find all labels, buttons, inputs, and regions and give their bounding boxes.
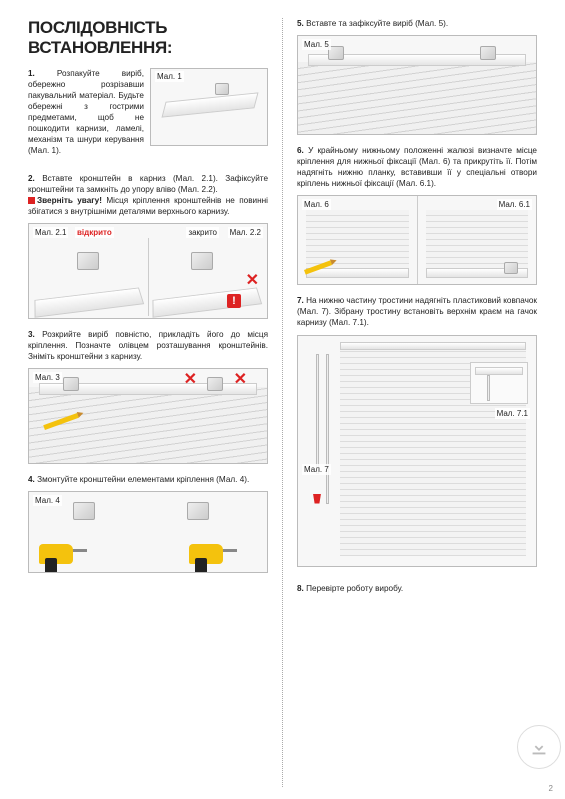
step-7-text: 7. На нижню частину тростини надягніть п… [297,295,537,328]
wand-assembled [326,354,329,504]
download-badge-icon [517,725,561,769]
rail-graphic [161,92,258,117]
rail-right [152,287,262,317]
figure-1: Мал. 1 [150,68,268,146]
rail-left [34,287,144,317]
bracket-4l [73,502,95,520]
bracket-r [207,377,223,391]
bottom-rail-6 [306,268,409,278]
figure-2-1-label: Мал. 2.1 [33,227,68,238]
x-mark-2: ✕ [234,369,247,389]
blinds-5 [298,62,536,134]
page-number: 2 [549,784,553,793]
figure-2-2-label: Мал. 2.2 [228,227,263,238]
bracket-5r [480,46,496,60]
blinds-6 [306,210,409,268]
drill-right [189,528,239,564]
bracket-graphic [215,83,229,95]
figure-2: Мал. 2.1 відкрито закрито Мал. 2.2 ! ✕ [28,223,268,319]
bracket-l [63,377,79,391]
step-6-text: 6. У крайньому нижньому положенні жалюзі… [297,145,537,189]
warning-icon [28,197,35,204]
bottom-clip [504,262,518,274]
figure-6: Мал. 6 Мал. 6.1 [297,195,537,285]
figure-3: Мал. 3 ✕ ✕ [28,368,268,464]
figure-4-label: Мал. 4 [33,495,62,506]
page-title: ПОСЛІДОВНІСТЬ ВСТАНОВЛЕННЯ: [28,18,268,58]
inset-7-1 [470,362,528,404]
figure-5-label: Мал. 5 [302,39,331,50]
rail-7 [340,342,526,350]
bracket-open [77,252,99,270]
wand-graphic [316,354,319,474]
exclamation-icon: ! [227,294,241,308]
figure-6-label: Мал. 6 [302,199,331,210]
right-column: 5. Вставте та зафіксуйте виріб (Мал. 5).… [283,18,537,787]
figure-7-label: Мал. 7 [302,464,331,475]
blinds-61 [426,210,529,268]
figure-3-label: Мал. 3 [33,372,62,383]
left-column: ПОСЛІДОВНІСТЬ ВСТАНОВЛЕННЯ: 1. Розпакуйт… [28,18,282,787]
step-3-text: 3. Розкрийте виріб повністю, прикладіть … [28,329,268,362]
x-mark-1: ✕ [184,369,197,389]
label-closed: закрито [186,227,219,238]
step-1-text: 1. Розпакуйте виріб, обережно розрізавши… [28,68,144,157]
figure-7-1-label: Мал. 7.1 [495,408,530,419]
figure-6-right: Мал. 6.1 [417,196,537,284]
figure-1-label: Мал. 1 [155,71,184,82]
figure-5: Мал. 5 [297,35,537,135]
bracket-4r [187,502,209,520]
instruction-page: ПОСЛІДОВНІСТЬ ВСТАНОВЛЕННЯ: 1. Розпакуйт… [0,0,565,799]
figure-6-1-label: Мал. 6.1 [497,199,532,210]
step-5-text: 5. Вставте та зафіксуйте виріб (Мал. 5). [297,18,537,29]
step-4-text: 4. Змонтуйте кронштейни елементами кріпл… [28,474,268,485]
x-mark-icon: ✕ [246,270,259,290]
figure-4: Мал. 4 [28,491,268,573]
fig-2-divider [148,238,149,316]
step-1: 1. Розпакуйте виріб, обережно розрізавши… [28,68,268,163]
bracket-closed [191,252,213,270]
figure-6-left: Мал. 6 [298,196,417,284]
label-open: відкрито [75,227,114,238]
step-2-text: 2. Вставте кронштейн в карниз (Мал. 2.1)… [28,173,268,217]
figure-7: Мал. 7.1 Мал. 7 [297,335,537,567]
blinds-graphic [29,387,267,463]
wand-cap [313,494,321,504]
drill-left [39,528,89,564]
step-8-text: 8. Перевірте роботу виробу. [297,583,537,594]
